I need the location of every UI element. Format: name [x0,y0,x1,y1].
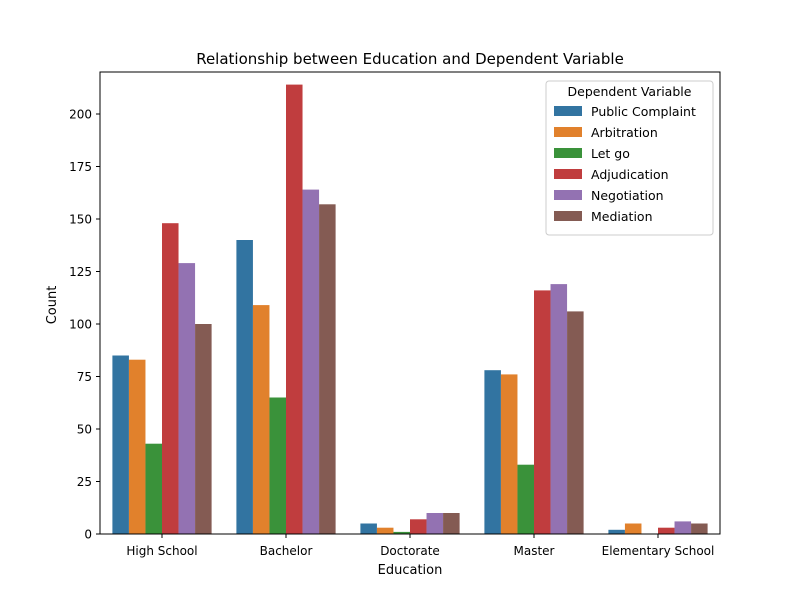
x-axis-label: Education [378,563,443,578]
bar [302,189,320,534]
bar [162,223,179,534]
legend: Dependent Variable Public Complaint Arbitr… [545,80,714,236]
bar [534,290,551,534]
legend-box [545,80,714,236]
legend-entry-label: Let go [591,146,630,161]
y-tick-label: 75 [77,370,92,384]
bar [195,324,212,534]
legend-title: Dependent Variable [568,84,692,99]
bar [517,464,534,534]
bar [658,527,675,534]
chart-title: Relationship between Education and Depen… [196,50,624,68]
legend-swatch [554,127,582,137]
y-tick-label: 50 [77,423,92,437]
bar [269,397,286,534]
bar [128,359,146,534]
bar [145,443,162,534]
bar [112,355,129,534]
y-tick-label: 200 [69,108,92,122]
bar [674,521,692,534]
bar [608,529,625,534]
bar [500,374,518,534]
legend-entry-label: Mediation [591,209,653,224]
bar [252,305,270,534]
legend-entry-label: Negotiation [591,188,664,203]
x-tick-label: Doctorate [380,544,440,558]
legend-entry-label: Adjudication [591,167,669,182]
y-tick-label: 25 [77,475,92,489]
bar [360,523,377,534]
y-tick-label: 100 [69,318,92,332]
bar [319,204,336,535]
legend-swatch [554,211,582,221]
y-tick-label: 125 [69,265,92,279]
legend-swatch [554,190,582,200]
y-tick-label: 150 [69,213,92,227]
bar [443,513,460,534]
bars-layer [112,84,708,535]
bar [567,311,584,534]
axes-layer: 0 25 50 75 100 125 150 175 200 High School Bachelo… [69,71,721,558]
legend-swatch [554,169,582,179]
bar [691,523,708,534]
bar [484,370,501,534]
x-tick-label: High School [126,544,197,558]
y-tick-label: 0 [84,528,92,542]
y-tick-label: 175 [69,160,92,174]
bar [286,84,303,534]
x-tick-label: Master [514,544,555,558]
legend-entry-label: Arbitration [591,125,658,140]
bar [178,263,196,534]
bar [550,284,568,534]
legend-swatch [554,106,582,116]
x-tick-label: Bachelor [260,544,313,558]
bar [624,523,642,534]
y-axis-label: Count [45,286,60,325]
bar [393,531,410,534]
legend-swatch [554,148,582,158]
bar [236,240,253,534]
bar [376,527,394,534]
x-tick-label: Elementary School [602,544,715,558]
bar [410,519,427,534]
bar [426,513,444,534]
legend-entry-label: Public Complaint [591,104,696,119]
